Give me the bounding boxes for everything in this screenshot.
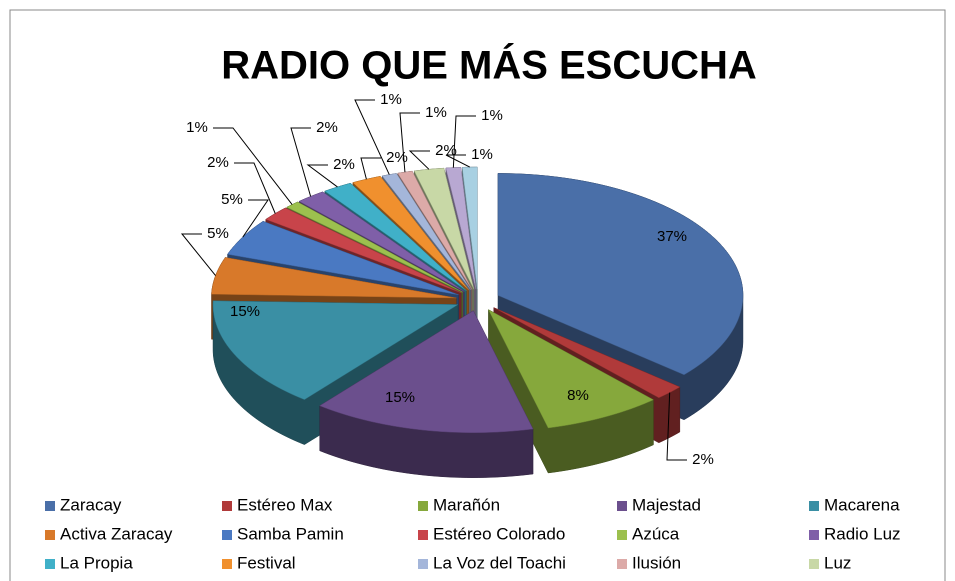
data-label: 15% — [230, 303, 260, 320]
legend-label: Macarena — [824, 495, 900, 514]
data-label: 1% — [186, 119, 208, 136]
legend-swatch — [617, 559, 627, 569]
leader-line — [290, 127, 312, 197]
data-label: 1% — [380, 91, 402, 108]
legend-label: Azúca — [632, 524, 680, 543]
leader-line — [360, 157, 381, 180]
chart-frame — [9, 9, 946, 581]
data-label: 2% — [316, 119, 338, 136]
legend-swatch — [222, 501, 232, 511]
legend-label: Samba Pamin — [237, 524, 344, 543]
data-label: 5% — [207, 225, 229, 242]
legend-swatch — [45, 501, 55, 511]
leader-line — [399, 112, 420, 173]
legend-swatch — [45, 530, 55, 540]
data-label: 1% — [471, 146, 493, 163]
leader-line — [452, 115, 476, 168]
slice — [493, 307, 681, 399]
data-label: 2% — [333, 156, 355, 173]
legend-swatch — [617, 530, 627, 540]
data-label: 5% — [221, 191, 243, 208]
legend-label: Luz — [824, 553, 851, 572]
slice — [487, 309, 655, 429]
legend-label: La Propia — [60, 553, 133, 572]
legend-swatch — [418, 530, 428, 540]
legend-swatch — [809, 530, 819, 540]
legend-label: Zaracay — [60, 495, 122, 514]
slice — [461, 166, 478, 290]
leader-line — [213, 127, 293, 205]
data-label: 8% — [567, 387, 589, 404]
legend-label: Majestad — [632, 495, 701, 514]
legend-label: Ilusión — [632, 553, 681, 572]
data-label: 2% — [207, 154, 229, 171]
legend-swatch — [418, 559, 428, 569]
leader-line — [445, 154, 471, 168]
leader-line — [306, 164, 338, 188]
slice — [381, 173, 471, 290]
legend-swatch — [45, 559, 55, 569]
slice — [298, 191, 465, 292]
slice — [211, 257, 457, 299]
data-label: 37% — [657, 228, 687, 245]
leader-line — [666, 392, 687, 461]
data-label: 1% — [481, 107, 503, 124]
slice — [497, 173, 744, 376]
slice — [413, 167, 475, 290]
data-label: 1% — [425, 104, 447, 121]
legend-swatch — [222, 530, 232, 540]
data-label: 2% — [386, 149, 408, 166]
leader-line — [180, 233, 216, 276]
legend-swatch — [222, 559, 232, 569]
slice — [324, 182, 467, 291]
legend-swatch — [617, 501, 627, 511]
legend-label: Radio Luz — [824, 524, 901, 543]
legend-swatch — [418, 501, 428, 511]
leader-line — [242, 199, 269, 238]
legend-label: Estéreo Max — [237, 495, 333, 514]
slice — [352, 176, 470, 291]
legend-label: Estéreo Colorado — [433, 524, 565, 543]
slice — [265, 207, 462, 294]
legend-label: Marañón — [433, 495, 500, 514]
slice — [319, 310, 534, 433]
leader-line — [234, 162, 276, 214]
legend-label: Festival — [237, 553, 296, 572]
leader-line — [354, 99, 390, 175]
leader-line — [408, 150, 430, 170]
data-label: 15% — [385, 389, 415, 406]
data-label: 2% — [692, 451, 714, 468]
legend-swatch — [809, 559, 819, 569]
chart-title: RADIO QUE MÁS ESCUCHA — [221, 43, 757, 88]
legend-label: La Voz del Toachi — [433, 553, 566, 572]
slice — [212, 300, 459, 400]
legend-swatch — [809, 501, 819, 511]
legend-label: Activa Zaracay — [60, 524, 173, 543]
